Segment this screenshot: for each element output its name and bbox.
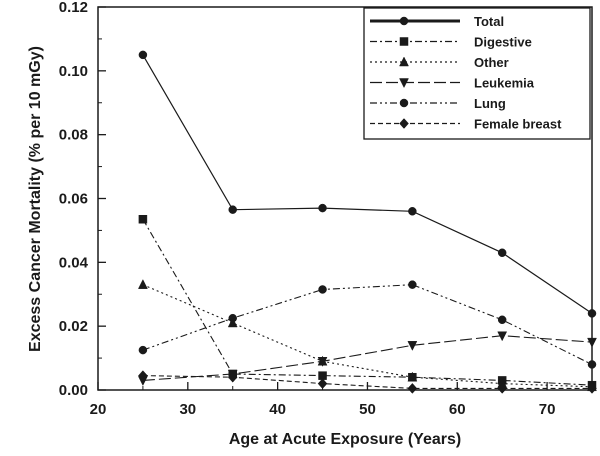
series-point-lung-45 bbox=[318, 285, 327, 294]
series-point-total-25 bbox=[138, 50, 148, 60]
legend-marker-other bbox=[399, 56, 409, 67]
series-line-lung bbox=[142, 284, 593, 365]
legend-marker-lung bbox=[399, 98, 409, 108]
series-point-total-45 bbox=[318, 203, 327, 213]
series-layer bbox=[138, 50, 597, 394]
series-point-female-breast-35 bbox=[227, 371, 238, 383]
x-tick-label-60: 60 bbox=[449, 401, 466, 418]
axis-ticks: 20 30 40 50 60 70 0.00 0.02 0.04 0.06 0.08 0.10 0.12 bbox=[59, 0, 593, 418]
series-line-female-breast bbox=[142, 375, 592, 389]
y-tick-label-1: 0.02 bbox=[59, 318, 88, 335]
x-tick-label-40: 40 bbox=[269, 401, 286, 418]
series-leukemia bbox=[138, 331, 597, 386]
y-tick-label-4: 0.08 bbox=[59, 127, 88, 144]
series-line-total bbox=[142, 54, 593, 314]
series-point-other-55 bbox=[407, 371, 418, 382]
series-point-total-35 bbox=[228, 205, 237, 214]
series-point-leukemia-75 bbox=[587, 337, 597, 348]
legend-label-lung: Lung bbox=[474, 96, 506, 111]
series-female-breast bbox=[138, 370, 597, 394]
legend-label-leukemia: Leukemia bbox=[474, 76, 535, 91]
x-tick-label-30: 30 bbox=[179, 401, 196, 418]
series-point-other-25 bbox=[138, 279, 148, 289]
series-point-female-breast-75 bbox=[587, 383, 597, 394]
series-line-other bbox=[142, 284, 593, 388]
y-tick-label-2: 0.04 bbox=[59, 254, 89, 271]
legend-marker-digestive bbox=[399, 37, 409, 46]
series-point-lung-35 bbox=[228, 313, 237, 323]
series-line-leukemia bbox=[142, 335, 593, 381]
legend-label-digestive: Digestive bbox=[474, 35, 532, 50]
y-tick-label-3: 0.06 bbox=[59, 191, 88, 208]
series-point-leukemia-65 bbox=[497, 331, 508, 342]
y-axis-title: Excess Cancer Mortality (% per 10 mGy) bbox=[27, 46, 44, 352]
series-point-female-breast-25 bbox=[138, 370, 148, 382]
x-axis-title: Age at Acute Exposure (Years) bbox=[229, 431, 461, 448]
series-point-total-65 bbox=[497, 248, 507, 258]
series-point-leukemia-45 bbox=[317, 357, 328, 367]
series-point-digestive-25 bbox=[138, 214, 148, 224]
legend-label-other: Other bbox=[474, 55, 509, 70]
series-point-leukemia-55 bbox=[407, 341, 418, 351]
y-tick-label-5: 0.10 bbox=[59, 63, 88, 80]
y-tick-label-0: 0.00 bbox=[59, 382, 88, 399]
y-tick-label-6: 0.12 bbox=[59, 0, 88, 16]
legend-marker-female-breast bbox=[399, 118, 409, 129]
legend: Total Digestive Other Leukemia Lung Female br… bbox=[363, 7, 591, 140]
x-tick-label-50: 50 bbox=[359, 401, 376, 418]
x-tick-label-70: 70 bbox=[539, 401, 556, 418]
legend-label-total: Total bbox=[474, 14, 504, 29]
series-point-female-breast-45 bbox=[317, 378, 328, 389]
series-point-lung-25 bbox=[138, 345, 148, 355]
series-point-total-55 bbox=[408, 207, 417, 216]
x-tick-label-20: 20 bbox=[90, 401, 107, 418]
series-digestive bbox=[138, 214, 597, 390]
series-total bbox=[138, 50, 597, 318]
legend-marker-total bbox=[399, 16, 409, 26]
series-point-female-breast-65 bbox=[497, 383, 508, 394]
legend-box bbox=[363, 7, 591, 140]
series-point-lung-55 bbox=[408, 280, 417, 289]
legend-marker-leukemia bbox=[399, 78, 409, 89]
series-point-total-75 bbox=[587, 309, 597, 318]
series-other bbox=[138, 279, 597, 392]
series-point-other-35 bbox=[227, 317, 238, 328]
series-point-lung-75 bbox=[587, 360, 597, 369]
series-point-lung-65 bbox=[497, 315, 507, 325]
series-lung bbox=[138, 280, 597, 369]
series-point-female-breast-55 bbox=[407, 383, 418, 394]
legend-label-female-breast: Female breast bbox=[474, 117, 562, 132]
series-line-digestive bbox=[142, 218, 593, 386]
